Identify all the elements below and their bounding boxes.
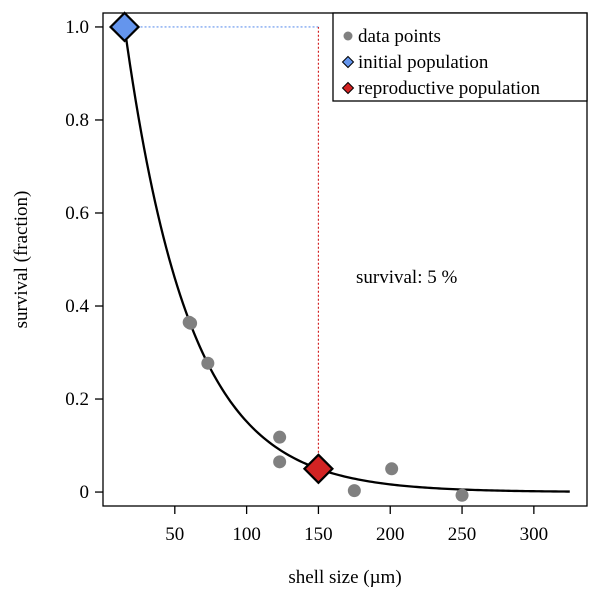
legend-label: data points [358, 26, 441, 47]
legend-marker-diamond [341, 55, 355, 69]
y-tick-label: 0.2 [65, 389, 89, 410]
data-point [184, 316, 198, 330]
y-axis-label: survival (fraction) [11, 191, 32, 329]
data-point [273, 455, 287, 469]
legend-marker-circle [343, 31, 353, 41]
x-tick-label: 250 [448, 524, 477, 545]
x-tick-label: 300 [520, 524, 549, 545]
x-axis-label: shell size (µm) [288, 567, 401, 588]
y-tick-label: 0.8 [65, 110, 89, 131]
x-tick-label: 50 [165, 524, 184, 545]
y-tick-label: 0.4 [65, 296, 89, 317]
y-tick-label: 0 [80, 482, 90, 503]
legend-label: reproductive population [358, 78, 541, 99]
initial-population-marker [108, 11, 141, 43]
data-point [347, 484, 361, 498]
data-point [455, 488, 469, 502]
data-point [273, 430, 287, 444]
x-tick-label: 200 [376, 524, 405, 545]
y-tick-label: 0.6 [65, 203, 89, 224]
data-point [201, 356, 215, 370]
y-tick-label: 1.0 [65, 17, 89, 38]
x-tick-label: 100 [232, 524, 261, 545]
fit-curve [123, 26, 570, 493]
legend-marker-diamond [341, 81, 355, 95]
survival-annotation: survival: 5 % [356, 267, 457, 288]
legend-label: initial population [358, 52, 489, 73]
x-tick-label: 150 [304, 524, 333, 545]
legend: data points initial population reproductiv… [332, 12, 588, 102]
data-point [385, 462, 399, 476]
legend-box [332, 12, 588, 102]
reproductive-population-marker [302, 453, 334, 485]
